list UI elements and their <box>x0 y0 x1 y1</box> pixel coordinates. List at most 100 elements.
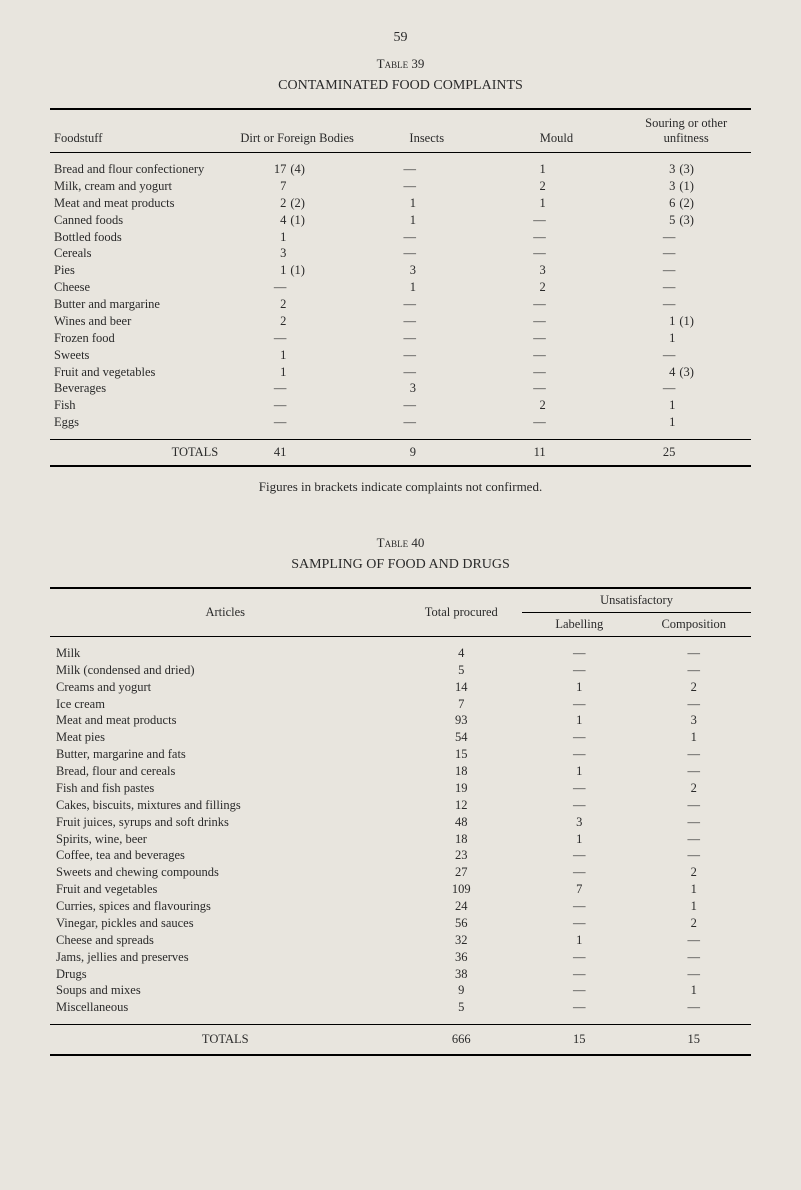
cell-sor-p <box>677 229 751 246</box>
cell-sor-p <box>677 330 751 347</box>
cell-ins-n: 1 <box>362 212 418 229</box>
cell-article: Cheese and spreads <box>50 932 401 949</box>
cell-composition: — <box>637 763 751 780</box>
table-row: Wines and beer2——1(1) <box>50 313 751 330</box>
cell-total: 38 <box>401 966 523 983</box>
cell-article: Vinegar, pickles and sauces <box>50 915 401 932</box>
th-composition: Composition <box>637 612 751 636</box>
cell-sor-p: (3) <box>677 212 751 229</box>
table-row: Frozen food———1 <box>50 330 751 347</box>
table-row: Cheese and spreads321— <box>50 932 751 949</box>
table-row: Fruit juices, syrups and soft drinks483— <box>50 814 751 831</box>
table40-label: Table 40 <box>50 535 751 551</box>
cell-labelling: — <box>522 966 636 983</box>
cell-ins-n: — <box>362 245 418 262</box>
th-dirt: Dirt or Foreign Bodies <box>232 109 362 153</box>
cell-mld-n: — <box>492 212 548 229</box>
table39-caption: Figures in brackets indicate complaints … <box>50 479 751 495</box>
cell-composition: 3 <box>637 712 751 729</box>
cell-ins-p <box>418 414 492 431</box>
table-row: Milk, cream and yogurt7—23(1) <box>50 178 751 195</box>
table-row: Jams, jellies and preserves36—— <box>50 949 751 966</box>
cell-ins-n: — <box>362 347 418 364</box>
cell-mld-n: 2 <box>492 178 548 195</box>
cell-ins-n: — <box>362 414 418 431</box>
cell-ins-n: 3 <box>362 380 418 397</box>
cell-total: 19 <box>401 780 523 797</box>
table-40: Articles Total procured Unsatisfactory L… <box>50 587 751 1056</box>
table39-title: CONTAMINATED FOOD COMPLAINTS <box>50 78 751 94</box>
cell-ins-p <box>418 364 492 381</box>
cell-ins-n: — <box>362 229 418 246</box>
cell-ins-n: — <box>362 364 418 381</box>
table-row: Meat and meat products9313 <box>50 712 751 729</box>
cell-mld-n: 2 <box>492 397 548 414</box>
cell-total: 14 <box>401 679 523 696</box>
cell-composition: — <box>637 831 751 848</box>
cell-article: Curries, spices and flavourings <box>50 898 401 915</box>
t40-total-l: 15 <box>522 1025 636 1055</box>
cell-labelling: — <box>522 696 636 713</box>
cell-mld-n: — <box>492 229 548 246</box>
cell-total: 7 <box>401 696 523 713</box>
cell-composition: — <box>637 949 751 966</box>
table-row: Canned foods4(1)1—5(3) <box>50 212 751 229</box>
cell-mld-p <box>548 414 622 431</box>
cell-composition: — <box>637 746 751 763</box>
table-row: Fruit and vegetables10971 <box>50 881 751 898</box>
cell-total: 56 <box>401 915 523 932</box>
cell-ins-p <box>418 195 492 212</box>
cell-sor-n: 3 <box>621 161 677 178</box>
cell-ins-p <box>418 397 492 414</box>
cell-composition: — <box>637 696 751 713</box>
cell-ins-p <box>418 178 492 195</box>
cell-total: 15 <box>401 746 523 763</box>
cell-composition: — <box>637 662 751 679</box>
cell-ins-n: 3 <box>362 262 418 279</box>
cell-sor-n: — <box>621 279 677 296</box>
cell-article: Coffee, tea and beverages <box>50 847 401 864</box>
cell-labelling: — <box>522 645 636 662</box>
t39-total-dirt: 41 <box>232 440 288 466</box>
cell-article: Meat pies <box>50 729 401 746</box>
cell-composition: 2 <box>637 864 751 881</box>
table-row: Fish and fish pastes19—2 <box>50 780 751 797</box>
cell-composition: — <box>637 932 751 949</box>
cell-total: 23 <box>401 847 523 864</box>
cell-mld-p <box>548 330 622 347</box>
cell-mld-n: — <box>492 380 548 397</box>
table-row: Ice cream7—— <box>50 696 751 713</box>
table-row: Butter and margarine2——— <box>50 296 751 313</box>
table-row: Soups and mixes9—1 <box>50 982 751 999</box>
cell-sor-p <box>677 397 751 414</box>
cell-mld-n: — <box>492 313 548 330</box>
cell-composition: 1 <box>637 881 751 898</box>
th-insects: Insects <box>362 109 492 153</box>
cell-dirt-n: 1 <box>232 262 288 279</box>
cell-labelling: — <box>522 746 636 763</box>
cell-article: Fish and fish pastes <box>50 780 401 797</box>
cell-dirt-p <box>288 364 362 381</box>
cell-ins-n: 1 <box>362 279 418 296</box>
cell-food: Butter and margarine <box>50 296 232 313</box>
cell-mld-p <box>548 245 622 262</box>
cell-sor-p: (2) <box>677 195 751 212</box>
cell-dirt-p <box>288 313 362 330</box>
table-row: Milk4—— <box>50 645 751 662</box>
cell-food: Cereals <box>50 245 232 262</box>
cell-food: Milk, cream and yogurt <box>50 178 232 195</box>
cell-total: 18 <box>401 831 523 848</box>
table-row: Milk (condensed and dried)5—— <box>50 662 751 679</box>
table-row: Spirits, wine, beer181— <box>50 831 751 848</box>
cell-total: 93 <box>401 712 523 729</box>
cell-labelling: — <box>522 999 636 1016</box>
cell-food: Fish <box>50 397 232 414</box>
cell-dirt-p <box>288 380 362 397</box>
table-row: Bottled foods1——— <box>50 229 751 246</box>
table-row: Beverages—3—— <box>50 380 751 397</box>
th-articles: Articles <box>50 588 401 637</box>
cell-labelling: 1 <box>522 831 636 848</box>
cell-dirt-p <box>288 330 362 347</box>
cell-sor-n: 1 <box>621 313 677 330</box>
cell-total: 4 <box>401 645 523 662</box>
